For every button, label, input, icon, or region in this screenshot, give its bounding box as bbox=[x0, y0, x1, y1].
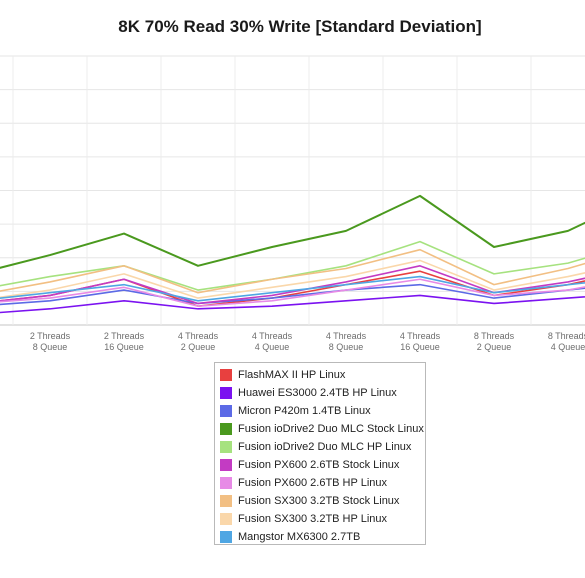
series-line-9 bbox=[0, 275, 585, 302]
x-tick-label: 4 Threads 8 Queue bbox=[326, 331, 367, 352]
legend-swatch bbox=[220, 477, 232, 489]
legend-swatch bbox=[220, 531, 232, 543]
series-line-1 bbox=[0, 294, 585, 314]
series-line-6 bbox=[0, 278, 585, 307]
series-line-3 bbox=[0, 194, 585, 269]
legend-label: Fusion PX600 2.6TB Stock Linux bbox=[238, 459, 400, 471]
series-line-8 bbox=[0, 259, 585, 299]
gridlines bbox=[0, 55, 585, 326]
legend-item: Mangstor MX6300 2.7TB bbox=[220, 528, 425, 546]
legend-swatch bbox=[220, 441, 232, 453]
legend-item: Fusion SX300 3.2TB HP Linux bbox=[220, 510, 425, 528]
series-line-5 bbox=[0, 265, 585, 305]
legend-swatch bbox=[220, 387, 232, 399]
legend-label: Fusion PX600 2.6TB HP Linux bbox=[238, 477, 387, 489]
legend-swatch bbox=[220, 423, 232, 435]
legend-label: Micron P420m 1.4TB Linux bbox=[238, 405, 371, 417]
legend-label: Fusion SX300 3.2TB HP Linux bbox=[238, 513, 387, 525]
legend-swatch bbox=[220, 405, 232, 417]
legend-item: Fusion ioDrive2 Duo MLC HP Linux bbox=[220, 438, 425, 456]
legend-swatch bbox=[220, 513, 232, 525]
x-tick-label: 4 Threads 4 Queue bbox=[252, 331, 293, 352]
x-tick-label: 8 Threads 2 Queue bbox=[474, 331, 515, 352]
legend-label: Huawei ES3000 2.4TB HP Linux bbox=[238, 387, 397, 399]
x-tick-label: 8 Threads 4 Queue bbox=[548, 331, 585, 352]
legend-label: Fusion ioDrive2 Duo MLC Stock Linux bbox=[238, 423, 424, 435]
legend-item: Fusion PX600 2.6TB Stock Linux bbox=[220, 456, 425, 474]
legend-item: Fusion ioDrive2 Duo MLC Stock Linux bbox=[220, 420, 425, 438]
legend-item: Huawei ES3000 2.4TB HP Linux bbox=[220, 384, 425, 402]
legend-label: Fusion SX300 3.2TB Stock Linux bbox=[238, 495, 400, 507]
legend: FlashMAX II HP Linux Huawei ES3000 2.4TB … bbox=[214, 362, 426, 545]
legend-swatch bbox=[220, 495, 232, 507]
series-line-7 bbox=[0, 248, 585, 294]
series-lines bbox=[0, 194, 585, 314]
legend-swatch bbox=[220, 459, 232, 471]
x-tick-label: 2 Threads 16 Queue bbox=[104, 331, 145, 352]
x-tick-label: 2 Threads 8 Queue bbox=[30, 331, 71, 352]
x-tick-label: 4 Threads 2 Queue bbox=[178, 331, 219, 352]
legend-item: FlashMAX II HP Linux bbox=[220, 366, 425, 384]
legend-item: Fusion PX600 2.6TB HP Linux bbox=[220, 474, 425, 492]
legend-swatch bbox=[220, 369, 232, 381]
legend-label: FlashMAX II HP Linux bbox=[238, 369, 346, 381]
legend-item: Fusion SX300 3.2TB Stock Linux bbox=[220, 492, 425, 510]
legend-item: Micron P420m 1.4TB Linux bbox=[220, 402, 425, 420]
legend-label: Fusion ioDrive2 Duo MLC HP Linux bbox=[238, 441, 412, 453]
x-tick-label: 4 Threads 16 Queue bbox=[400, 331, 441, 352]
legend-label: Mangstor MX6300 2.7TB bbox=[238, 531, 361, 543]
chart-title: 8K 70% Read 30% Write [Standard Deviatio… bbox=[118, 17, 482, 36]
series-line-2 bbox=[0, 283, 585, 306]
